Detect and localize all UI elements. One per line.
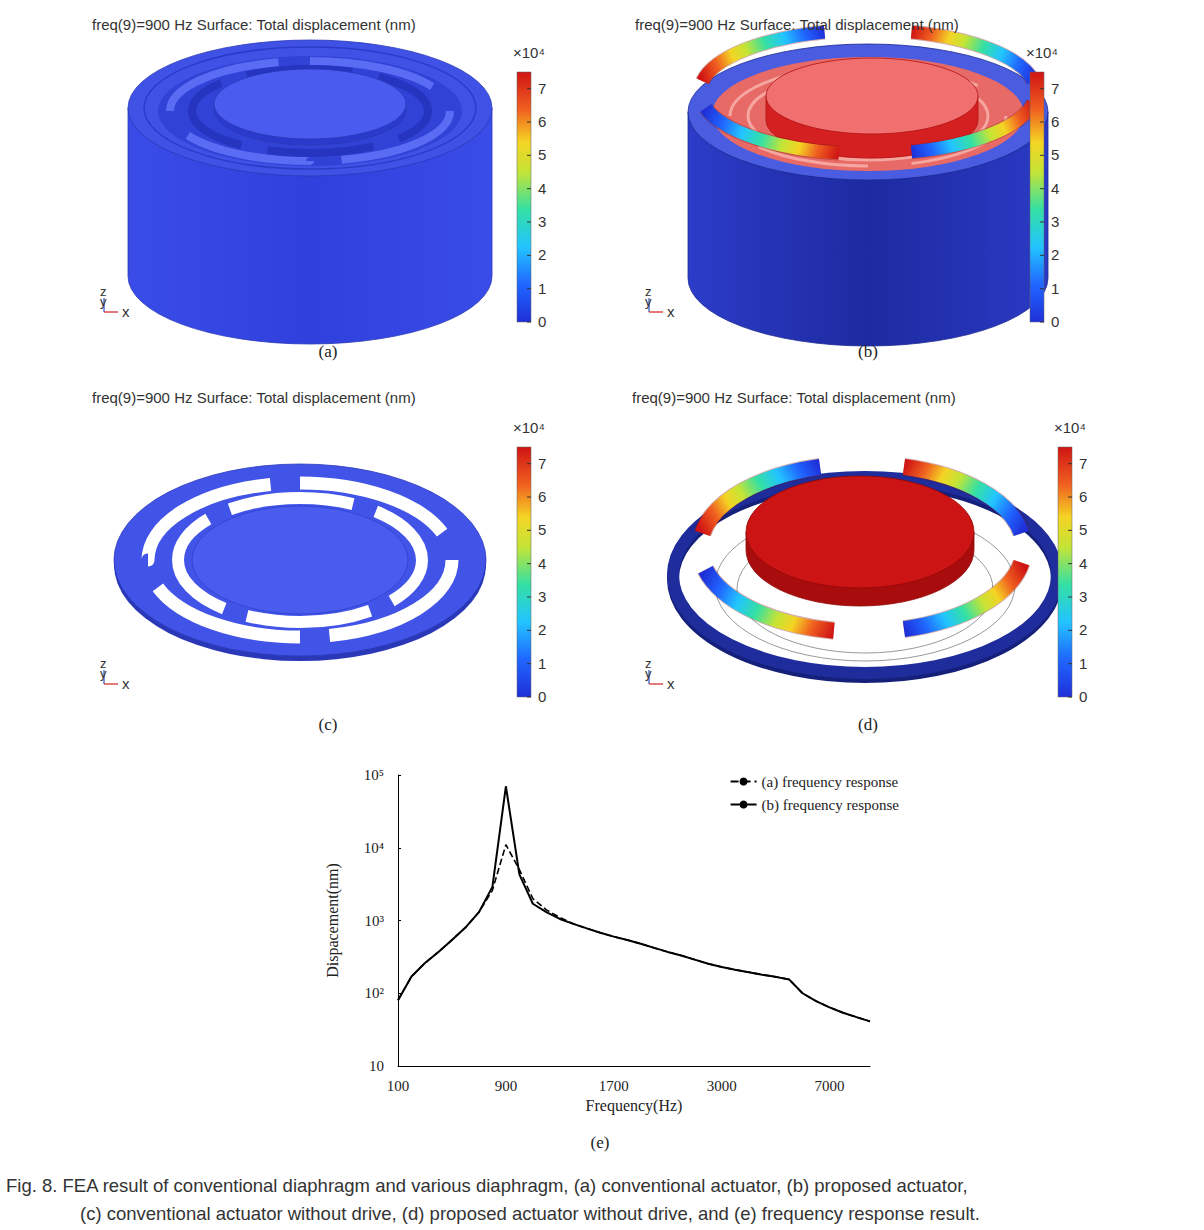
svg-text:4: 4 — [1079, 555, 1087, 572]
svg-text:z: z — [645, 284, 652, 299]
svg-text:3: 3 — [1051, 213, 1059, 230]
svg-text:y: y — [645, 666, 652, 681]
svg-text:freq(9)=900 Hz Surface: Total: freq(9)=900 Hz Surface: Total displaceme… — [92, 16, 416, 33]
svg-text:z: z — [100, 656, 107, 671]
svg-text:freq(9)=900 Hz Surface: Total: freq(9)=900 Hz Surface: Total displaceme… — [92, 389, 416, 406]
svg-text:(b): (b) — [858, 342, 878, 361]
svg-text:y: y — [100, 294, 107, 309]
svg-text:4: 4 — [538, 180, 546, 197]
svg-text:(e): (e) — [591, 1133, 610, 1152]
svg-text:7: 7 — [1051, 80, 1059, 97]
svg-text:×10⁴: ×10⁴ — [513, 419, 545, 436]
svg-text:3: 3 — [538, 588, 546, 605]
svg-text:10⁵: 10⁵ — [364, 767, 384, 783]
svg-text:2: 2 — [1051, 246, 1059, 263]
svg-text:y: y — [645, 294, 652, 309]
svg-text:(d): (d) — [858, 715, 878, 734]
svg-text:z: z — [645, 656, 652, 671]
svg-text:7: 7 — [538, 80, 546, 97]
svg-text:(c) conventional actuator with: (c) conventional actuator without drive,… — [80, 1203, 980, 1224]
svg-text:10⁴: 10⁴ — [364, 840, 384, 856]
svg-text:x: x — [122, 675, 130, 692]
svg-text:7: 7 — [1079, 455, 1087, 472]
svg-text:x: x — [667, 303, 675, 320]
svg-text:6: 6 — [538, 113, 546, 130]
svg-text:0: 0 — [538, 313, 546, 330]
svg-text:Frequency(Hz): Frequency(Hz) — [586, 1097, 683, 1115]
svg-text:1: 1 — [1079, 655, 1087, 672]
svg-text:×10⁴: ×10⁴ — [513, 44, 545, 61]
svg-text:0: 0 — [1079, 688, 1087, 705]
svg-text:4: 4 — [538, 555, 546, 572]
svg-text:7: 7 — [538, 455, 546, 472]
svg-text:100: 100 — [387, 1078, 410, 1094]
svg-text:5: 5 — [538, 146, 546, 163]
svg-text:(c): (c) — [319, 715, 338, 734]
svg-text:(a): (a) — [319, 342, 338, 361]
svg-text:0: 0 — [538, 688, 546, 705]
svg-text:z: z — [100, 284, 107, 299]
svg-text:0: 0 — [1051, 313, 1059, 330]
svg-text:2: 2 — [538, 621, 546, 638]
svg-text:6: 6 — [1079, 488, 1087, 505]
svg-text:(a) frequency response: (a) frequency response — [762, 774, 899, 791]
svg-text:3: 3 — [538, 213, 546, 230]
svg-text:6: 6 — [538, 488, 546, 505]
svg-text:5: 5 — [1079, 521, 1087, 538]
svg-text:4: 4 — [1051, 180, 1059, 197]
svg-text:2: 2 — [538, 246, 546, 263]
svg-text:3: 3 — [1079, 588, 1087, 605]
svg-text:10²: 10² — [365, 985, 385, 1001]
svg-text:10³: 10³ — [365, 913, 385, 929]
svg-text:Fig. 8. FEA result of conventi: Fig. 8. FEA result of conventional diaph… — [6, 1175, 968, 1196]
svg-text:y: y — [100, 666, 107, 681]
svg-text:5: 5 — [538, 521, 546, 538]
svg-text:×10⁴: ×10⁴ — [1054, 419, 1086, 436]
svg-text:7000: 7000 — [815, 1078, 845, 1094]
svg-text:3000: 3000 — [707, 1078, 737, 1094]
svg-text:1: 1 — [1051, 280, 1059, 297]
svg-text:freq(9)=900 Hz Surface: Tota: freq(9)=900 Hz Surface: Total displaceme… — [635, 16, 959, 33]
svg-text:1: 1 — [538, 280, 546, 297]
svg-text:10: 10 — [369, 1058, 384, 1074]
svg-text:900: 900 — [495, 1078, 518, 1094]
svg-text:Dispacement(nm): Dispacement(nm) — [324, 863, 342, 978]
svg-text:6: 6 — [1051, 113, 1059, 130]
svg-text:freq(9)=900 Hz Surface: Tota: freq(9)=900 Hz Surface: Total displaceme… — [632, 389, 956, 406]
svg-text:x: x — [122, 303, 130, 320]
svg-text:×10⁴: ×10⁴ — [1026, 44, 1058, 61]
svg-text:(b) frequency response: (b) frequency response — [762, 797, 900, 814]
svg-text:1700: 1700 — [599, 1078, 629, 1094]
svg-text:x: x — [667, 675, 675, 692]
svg-text:1: 1 — [538, 655, 546, 672]
svg-text:2: 2 — [1079, 621, 1087, 638]
svg-text:5: 5 — [1051, 146, 1059, 163]
